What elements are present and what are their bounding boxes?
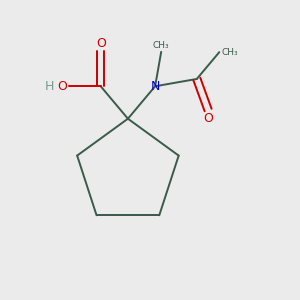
Text: O: O — [203, 112, 213, 125]
Text: N: N — [150, 80, 160, 93]
Text: H: H — [45, 80, 54, 93]
Text: CH₃: CH₃ — [221, 48, 238, 57]
Text: CH₃: CH₃ — [153, 41, 169, 50]
Text: O: O — [58, 80, 68, 93]
Text: O: O — [96, 37, 106, 50]
